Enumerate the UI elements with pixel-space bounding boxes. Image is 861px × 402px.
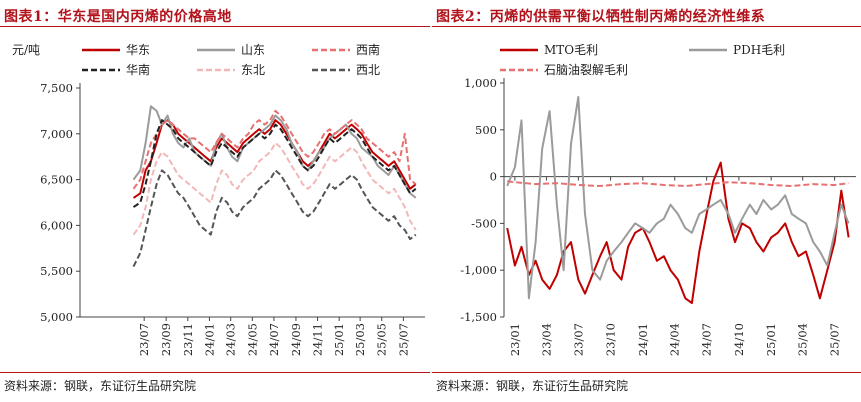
series-line xyxy=(132,142,417,236)
legend-label: 西北 xyxy=(356,63,380,77)
y-tick-label: -500 xyxy=(471,216,497,230)
x-tick-label: 25/07 xyxy=(828,323,842,356)
legend-label: MTO毛利 xyxy=(544,43,598,57)
chart-source: 资料来源：钢联，东证衍生品研究院 xyxy=(436,379,629,393)
y-tick-label: 6,000 xyxy=(40,218,73,232)
x-tick-label: 25/01 xyxy=(764,323,778,356)
x-tick-label: 24/11 xyxy=(311,323,325,356)
x-tick-label: 24/05 xyxy=(245,323,259,356)
y-tick-label: 1,000 xyxy=(464,76,497,90)
y-tick-label: 500 xyxy=(475,123,497,137)
x-tick-label: 23/11 xyxy=(181,323,195,356)
x-tick-label: 24/10 xyxy=(732,323,746,356)
chart-title: 图表2：丙烯的供需平衡以牺牲制丙烯的经济性维系 xyxy=(436,9,766,25)
x-tick-label: 25/03 xyxy=(353,323,367,356)
y-tick-label: 5,500 xyxy=(40,264,73,278)
x-tick-label: 23/07 xyxy=(137,323,151,356)
y-tick-label: 6,500 xyxy=(40,173,73,187)
x-tick-label: 24/01 xyxy=(202,323,216,356)
title-rule xyxy=(432,26,861,27)
series-line xyxy=(506,161,850,304)
left-chart-panel: 图表1：华东是国内丙烯的价格高地 5,000 5,500 6,000 6,500 7,0… xyxy=(0,0,430,402)
x-tick-label: 23/07 xyxy=(571,323,585,356)
x-tick-label: 24/01 xyxy=(636,323,650,356)
left-chart-svg: 5,000 5,500 6,000 6,500 7,000 7,500 23/07 23/09… xyxy=(12,42,425,356)
x-tick-label: 25/01 xyxy=(332,323,346,356)
legend-label: 东北 xyxy=(241,63,265,77)
x-tick-label: 24/07 xyxy=(700,323,714,356)
y-tick-label: 7,500 xyxy=(40,81,73,95)
x-tick-label: 25/04 xyxy=(796,323,810,356)
right-chart-svg: -1,500 -1,000 -500 0 500 1,000 23/01 23/04 23/07… xyxy=(460,43,856,356)
x-tick-label: 23/10 xyxy=(604,323,618,356)
chart-title: 图表1：华东是国内丙烯的价格高地 xyxy=(4,9,232,25)
legend-label: 华东 xyxy=(126,43,150,57)
series-line xyxy=(132,169,417,268)
series-line xyxy=(132,105,417,199)
legend-label: 山东 xyxy=(241,43,265,57)
right-chart-panel: 图表2：丙烯的供需平衡以牺牲制丙烯的经济性维系 -1,500 -1,000 -500… xyxy=(432,0,861,402)
source-rule xyxy=(432,372,861,373)
x-tick-label: 24/04 xyxy=(668,323,682,356)
x-tick-label: 23/04 xyxy=(539,323,553,356)
series-line xyxy=(132,119,417,208)
source-rule xyxy=(0,372,430,373)
y-tick-label: 7,000 xyxy=(40,127,73,141)
x-tick-label: 25/07 xyxy=(396,323,410,356)
x-tick-label: 23/09 xyxy=(159,323,173,356)
legend-label: 石脑油裂解毛利 xyxy=(544,63,628,77)
y-tick-label: -1,000 xyxy=(460,263,497,277)
x-tick-label: 24/07 xyxy=(267,323,281,356)
x-tick-label: 24/03 xyxy=(224,323,238,356)
x-tick-label: 24/09 xyxy=(289,323,303,356)
legend-label: PDH毛利 xyxy=(733,43,785,57)
y-unit-label: 元/吨 xyxy=(12,43,40,57)
series-line xyxy=(507,180,849,187)
y-tick-label: -1,500 xyxy=(460,310,497,324)
y-tick-label: 5,000 xyxy=(40,310,73,324)
series-line xyxy=(132,119,417,199)
series-line xyxy=(132,109,417,190)
x-tick-label: 25/05 xyxy=(375,323,389,356)
x-tick-label: 23/01 xyxy=(508,323,522,356)
y-tick-label: 0 xyxy=(490,170,497,184)
title-rule xyxy=(0,26,430,27)
legend-label: 华南 xyxy=(126,62,150,77)
legend-label: 西南 xyxy=(356,42,380,57)
series-line xyxy=(506,96,850,300)
chart-source: 资料来源：钢联，东证衍生品研究院 xyxy=(4,379,197,393)
